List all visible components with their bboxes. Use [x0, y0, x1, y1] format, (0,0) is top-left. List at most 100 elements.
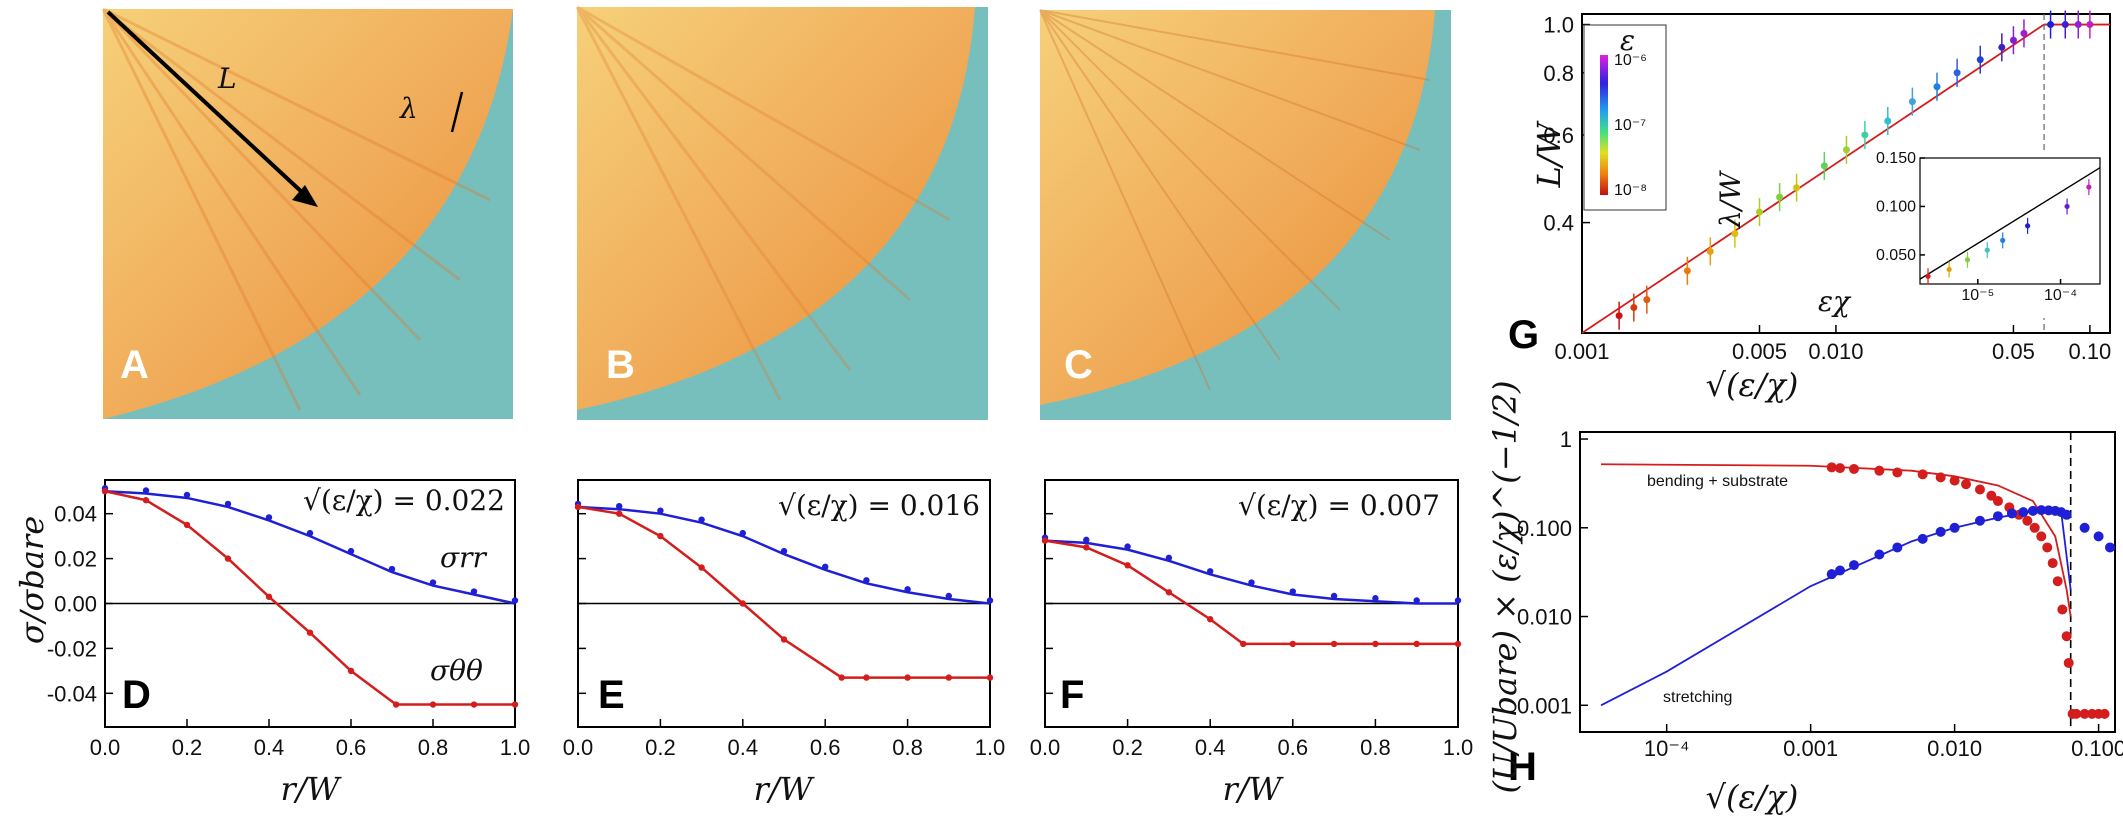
data-point	[470, 701, 478, 708]
bending-point	[2071, 708, 2082, 719]
data-point	[2086, 21, 2094, 29]
data-point	[1976, 56, 1984, 64]
panel-a: L λ A	[101, 7, 513, 419]
x-tick-label: 0.001	[1783, 736, 1838, 761]
panel-h-xlabel: √(ε/χ)	[1706, 778, 1799, 816]
panel-letter-f: F	[1060, 673, 1084, 717]
data-point	[1083, 544, 1090, 551]
panel-d-annotation: √(ε/χ) = 0.022	[303, 484, 505, 517]
bending-point	[2052, 576, 2063, 587]
y-tick-label: 0.010	[1517, 605, 1572, 630]
bending-point	[2057, 604, 2068, 615]
inset-xlabel: εχ	[1818, 285, 1852, 318]
inset-fit-line	[1919, 167, 2101, 280]
colorbar-tick: 10⁻⁷	[1614, 117, 1646, 134]
inset-point	[1964, 257, 1971, 263]
colorbar-tick: 10⁻⁸	[1614, 182, 1647, 199]
data-point	[1083, 536, 1090, 544]
data-point	[224, 555, 232, 562]
data-point	[2047, 21, 2055, 29]
data-point	[1630, 304, 1638, 312]
panel-f-xlabel: r/W	[1223, 770, 1285, 808]
y-tick-label: 0.02	[54, 547, 97, 572]
data-point	[739, 600, 746, 607]
bending-point	[2022, 515, 2033, 526]
x-tick-label: 0.0	[563, 735, 594, 760]
bending-point	[1935, 472, 1946, 483]
data-point	[1820, 162, 1828, 170]
bending-point	[1974, 484, 1985, 495]
data-point	[986, 674, 994, 681]
data-point	[1330, 592, 1338, 600]
data-point	[838, 674, 845, 681]
inset-point	[2000, 237, 2006, 243]
data-point	[1643, 296, 1651, 304]
data-point	[142, 497, 150, 504]
data-point	[616, 502, 623, 510]
data-point	[392, 701, 400, 708]
data-point	[574, 503, 582, 511]
bending-point	[1986, 490, 1997, 501]
bending-point	[2079, 708, 2090, 719]
data-point	[945, 592, 952, 600]
panel-e-xlabel: r/W	[754, 770, 816, 808]
inset-frame	[1919, 157, 2101, 285]
data-point	[429, 701, 437, 708]
data-point	[1372, 640, 1379, 648]
panel-letter-d: D	[122, 673, 151, 717]
x-tick-label: 1.0	[500, 735, 531, 760]
data-point	[306, 629, 314, 636]
panel-e-annotation: √(ε/χ) = 0.016	[778, 489, 980, 522]
data-point	[1756, 208, 1764, 216]
x-tick-label: 0.4	[1195, 735, 1226, 760]
bending-point	[1874, 465, 1885, 476]
panel-letter-e: E	[598, 673, 625, 717]
x-tick-label: 0.0	[90, 735, 121, 760]
data-point	[306, 529, 314, 537]
stretching-point	[1935, 526, 1946, 537]
data-point	[347, 667, 355, 675]
data-point	[1372, 595, 1379, 602]
data-point	[1330, 640, 1338, 648]
x-tick-label: 0.6	[810, 735, 841, 760]
bending-point	[2061, 631, 2072, 642]
data-point	[2020, 29, 2028, 37]
stretching-point	[2018, 507, 2029, 518]
bending-point	[1992, 496, 2003, 507]
data-point	[142, 487, 150, 494]
inset-point	[2064, 203, 2070, 210]
data-point	[822, 563, 829, 571]
stretching-point	[1949, 522, 1960, 533]
data-point	[1248, 579, 1255, 586]
panel-letter-g: G	[1508, 313, 1539, 357]
x-tick-label: 1.0	[975, 735, 1006, 760]
inset-y-tick-label: 0.150	[1876, 150, 1916, 167]
panel-c: C	[1039, 9, 1451, 420]
data-point	[1207, 568, 1214, 575]
data-point	[616, 510, 623, 517]
data-point	[470, 588, 478, 595]
panel-g-xlabel: √(ε/χ)	[1706, 366, 1799, 404]
inset-point	[2025, 223, 2031, 229]
data-point	[265, 514, 273, 521]
x-tick-label: 0.2	[645, 735, 676, 760]
data-point	[1207, 616, 1214, 623]
stretching-point	[2006, 508, 2017, 519]
data-point	[1861, 131, 1869, 139]
data-point	[1933, 83, 1941, 91]
data-point	[2074, 21, 2082, 29]
panel-letter-b: B	[606, 343, 635, 387]
y-tick-label: 0.8	[1543, 61, 1574, 86]
y-tick-label: -0.04	[47, 681, 97, 706]
data-point	[2009, 36, 2017, 44]
data-point	[698, 564, 705, 571]
data-point	[265, 593, 273, 600]
panel-d-xlabel: r/W	[281, 770, 343, 808]
stretching-point	[2027, 505, 2038, 516]
data-point	[1953, 69, 1961, 77]
fit-line	[1581, 23, 2045, 334]
data-point	[1884, 117, 1892, 125]
data-point	[1706, 247, 1714, 255]
data-point	[1165, 589, 1173, 596]
